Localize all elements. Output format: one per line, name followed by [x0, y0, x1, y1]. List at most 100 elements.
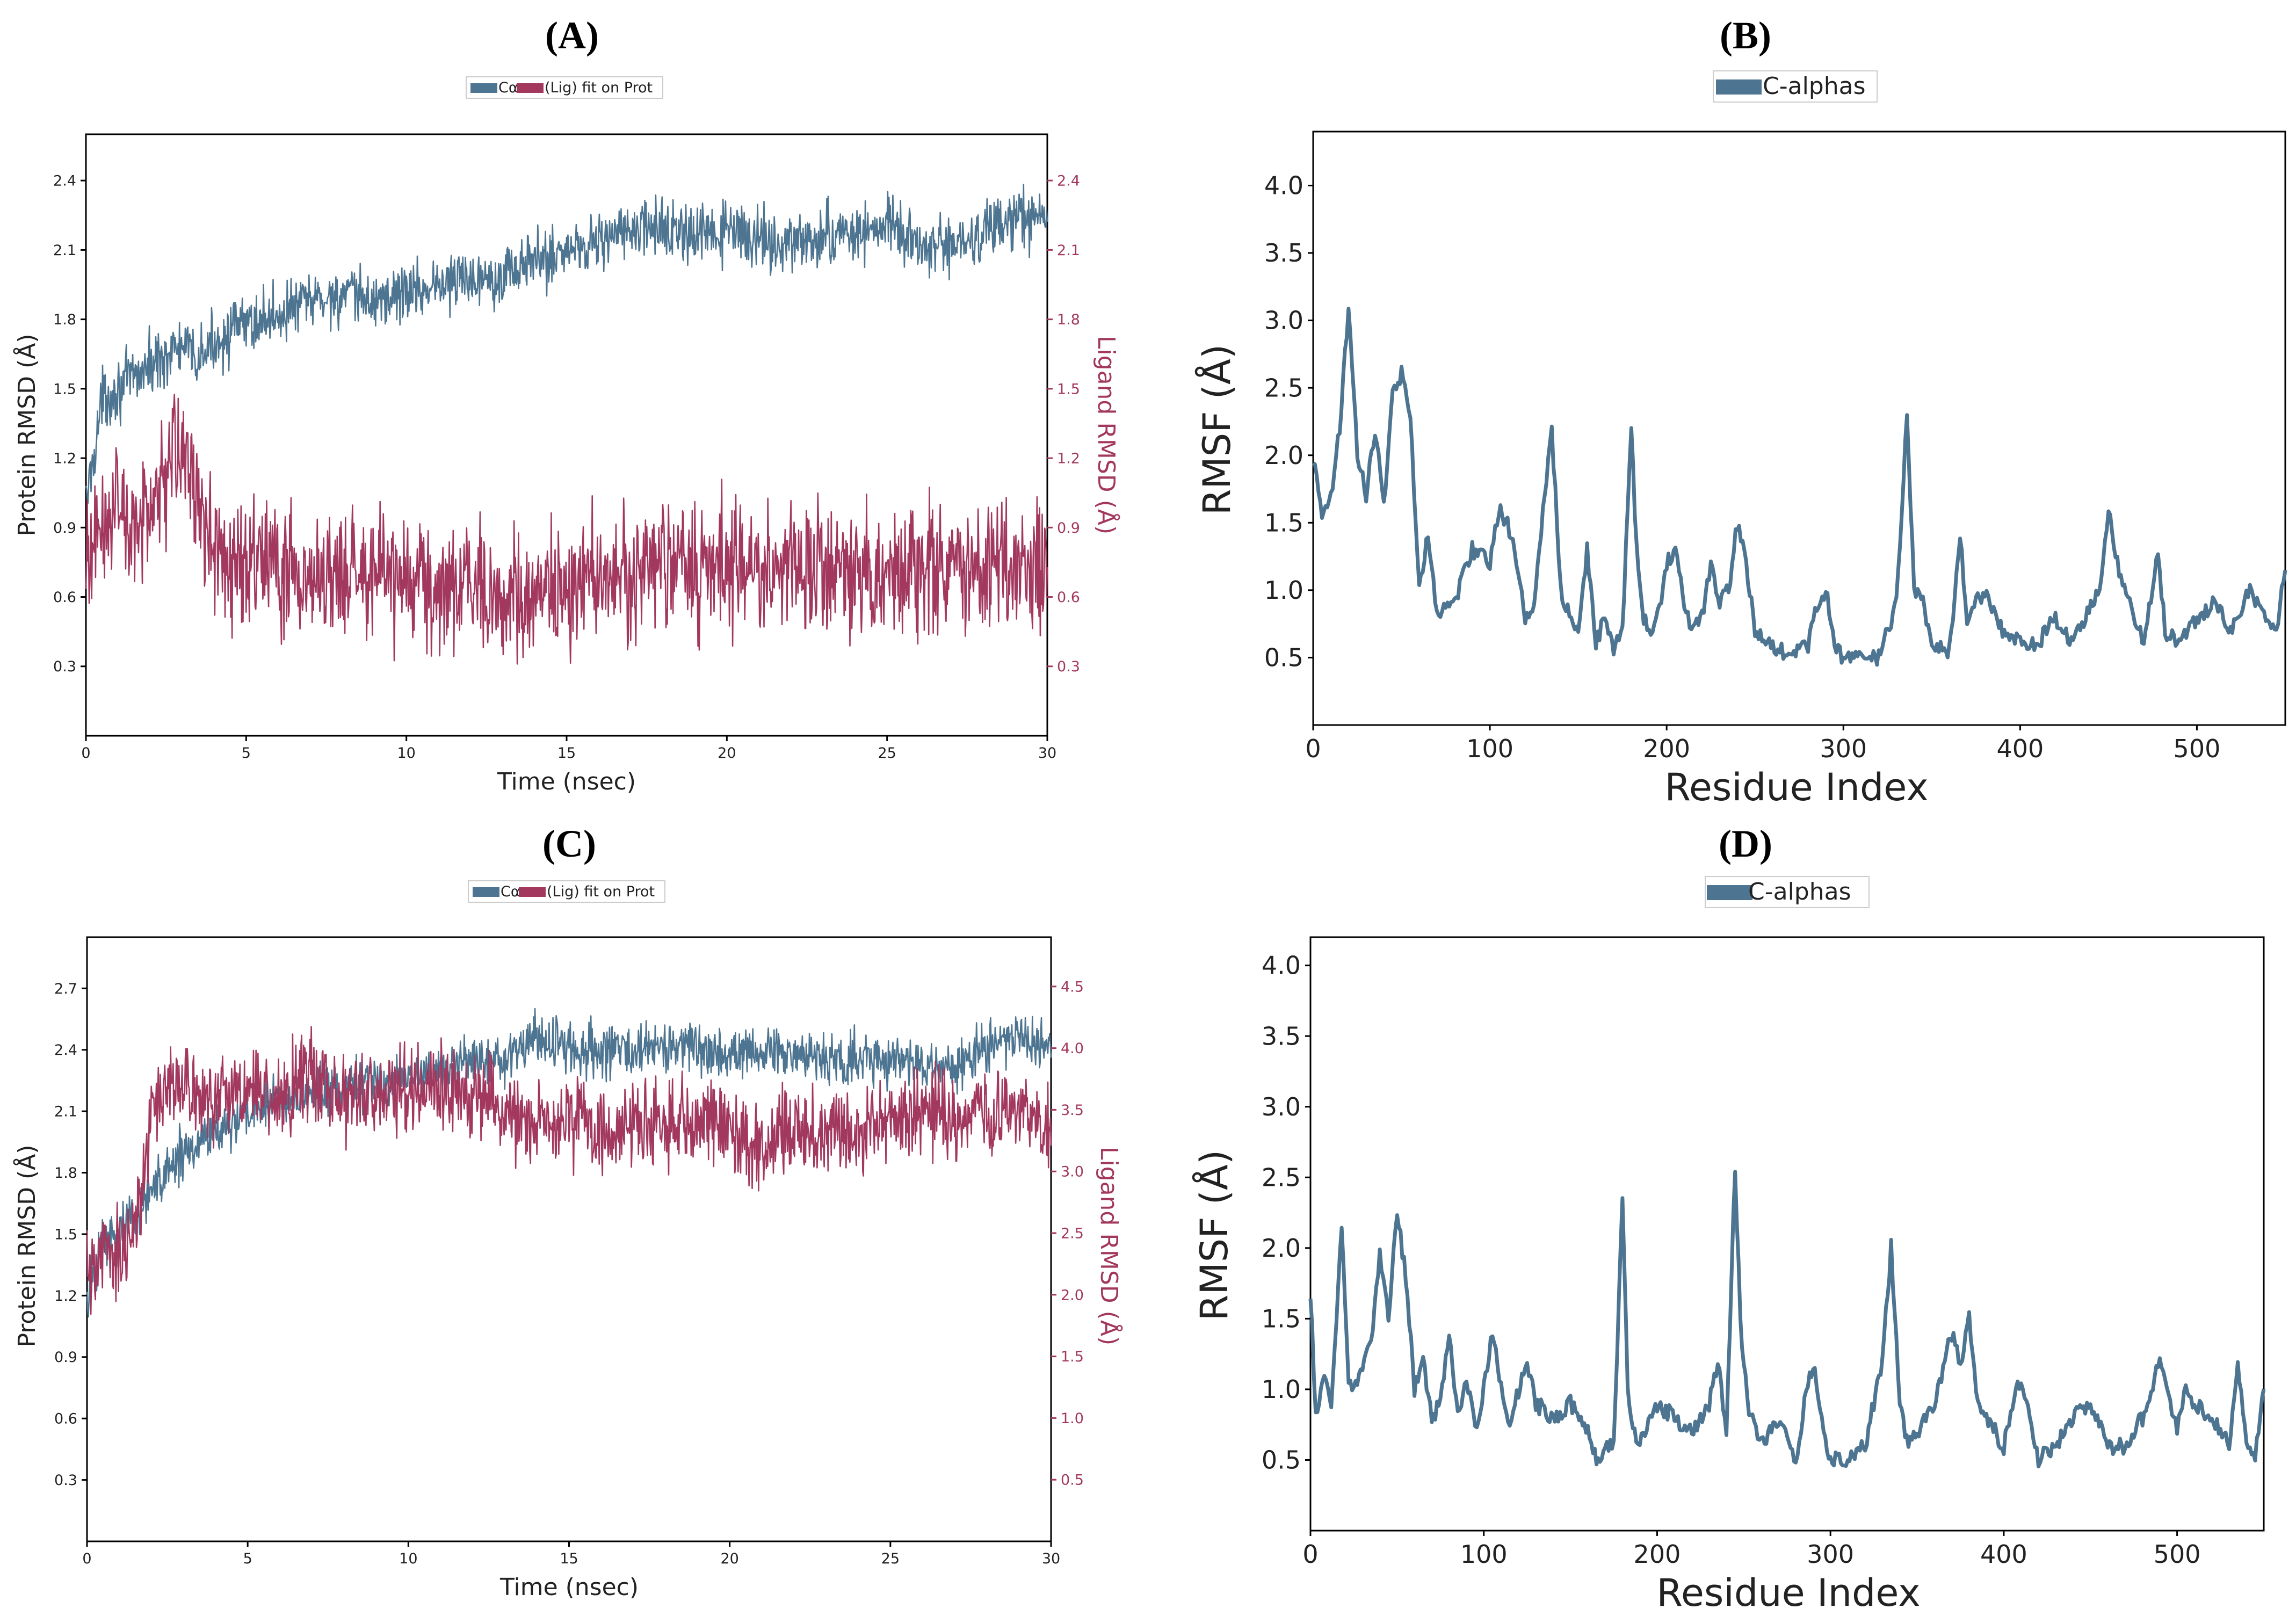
x-tick-label: 0	[81, 745, 90, 762]
panel-c-label: (C)	[542, 822, 596, 865]
panel-a-label: (A)	[545, 14, 599, 57]
y-tick-label: 1.5	[54, 1226, 77, 1243]
y2-tick-label: 1.8	[1057, 311, 1080, 328]
y-tick-label: 1.8	[53, 311, 76, 328]
legend-label-ligand: (Lig) fit on Prot	[545, 79, 653, 96]
panel-b-y-axis-title: RMSF (Å)	[1195, 344, 1239, 516]
series-line-protein	[86, 1008, 1052, 1318]
y-tick-label: 3.0	[1262, 1092, 1301, 1121]
panel-c-ticks: 0 5 10 15 20 25 30 0.3 0.6 0.9 1.2 1.5 1.8 2.1 2.4 2.7 0…	[54, 979, 1084, 1567]
series-line-ligand	[85, 394, 1048, 665]
panel-d: (D) 0 100 200 300 400 500 0.5 1.0 1.5 2.0 2.5 3.0 3.…	[1192, 822, 2266, 1615]
series-line-protein	[85, 184, 1048, 504]
legend-swatch-protein	[470, 83, 497, 93]
y-tick-label: 1.8	[54, 1165, 77, 1182]
x-tick-label: 30	[1038, 745, 1056, 762]
y-tick-label: 2.4	[54, 1042, 77, 1059]
legend-swatch-protein	[473, 887, 499, 897]
panel-d-marks	[1308, 1170, 2266, 1468]
legend-label-calphas: C-alphas	[1763, 73, 1866, 100]
panel-b: (B) 0 100 200 300 400 500 0.5 1.0 1.5 2.0 2.5 3.0 3.…	[1195, 14, 2287, 809]
y-tick-label: 0.3	[53, 658, 76, 675]
series-line-protein	[1312, 307, 2287, 667]
y-tick-label: 3.5	[1262, 1021, 1301, 1050]
x-tick-label: 15	[560, 1550, 578, 1567]
legend-label-protein: Cα	[498, 79, 518, 96]
y-tick-label: 4.0	[1264, 171, 1303, 200]
legend-frame	[466, 76, 663, 99]
y2-tick-label: 0.5	[1061, 1472, 1084, 1489]
panel-a-marks	[85, 184, 1048, 665]
panel-b-x-axis-title: Residue Index	[1664, 765, 1928, 809]
x-tick-label: 20	[720, 1550, 738, 1567]
x-tick-label: 0	[82, 1550, 91, 1567]
panel-a-ticks: 0 5 10 15 20 25 30 0.3 0.6 0.9 1.2 1.5 1.8 2.1 2.4 0.3 0…	[53, 173, 1080, 762]
y-tick-label: 0.9	[54, 1349, 77, 1366]
y2-tick-label: 0.9	[1057, 520, 1080, 537]
y-tick-label: 1.5	[1262, 1304, 1301, 1333]
x-tick-label: 10	[399, 1550, 417, 1567]
y-tick-label: 0.6	[54, 1411, 77, 1428]
y2-tick-label: 4.0	[1061, 1040, 1084, 1057]
y-tick-label: 3.5	[1264, 238, 1303, 267]
x-tick-label: 300	[1807, 1540, 1854, 1569]
panel-d-label: (D)	[1719, 822, 1772, 865]
panel-a-y-axis-title: Protein RMSD (Å)	[12, 334, 41, 537]
panel-c: (C) 0 5 10 15 20 25 30 0.3 0.6 0.9 1.2 1.5 1.8 2.1 2.4…	[12, 822, 1124, 1601]
y2-tick-label: 1.0	[1061, 1410, 1084, 1427]
panel-c-y2-axis-title: Ligand RMSD (Å)	[1095, 1147, 1124, 1345]
x-tick-label: 400	[1996, 734, 2044, 763]
y2-tick-label: 4.5	[1061, 979, 1084, 995]
panel-c-legend: Cα (Lig) fit on Prot	[468, 880, 665, 903]
legend-swatch-ligand	[519, 887, 546, 897]
y-tick-label: 1.5	[53, 381, 76, 397]
y-tick-label: 1.2	[53, 451, 76, 467]
y-tick-label: 2.5	[1262, 1163, 1301, 1192]
panel-b-ticks: 0 100 200 300 400 500 0.5 1.0 1.5 2.0 2.5 3.0 3.5 4.0	[1264, 171, 2221, 763]
x-tick-label: 10	[397, 745, 415, 762]
y2-tick-label: 1.5	[1057, 381, 1080, 397]
y2-tick-label: 1.2	[1057, 451, 1080, 467]
y-tick-label: 2.7	[54, 981, 77, 997]
legend-frame	[468, 880, 665, 903]
legend-label-calphas: C-alphas	[1748, 878, 1851, 905]
y-tick-label: 0.5	[1264, 643, 1303, 672]
y-tick-label: 1.0	[1262, 1375, 1301, 1404]
y-tick-label: 3.0	[1264, 306, 1303, 335]
panel-a-x-axis-title: Time (nsec)	[497, 768, 636, 795]
panel-b-legend: C-alphas	[1713, 70, 1878, 103]
panel-c-plot-frame	[86, 936, 1052, 1542]
x-tick-label: 200	[1643, 734, 1690, 763]
panel-d-x-axis-title: Residue Index	[1656, 1571, 1920, 1615]
y-tick-label: 2.1	[53, 242, 76, 259]
x-tick-label: 20	[718, 745, 736, 762]
y-tick-label: 2.4	[53, 173, 76, 190]
y-tick-label: 2.1	[54, 1104, 77, 1120]
x-tick-label: 5	[242, 745, 251, 762]
y2-tick-label: 2.4	[1057, 173, 1080, 190]
legend-label-ligand: (Lig) fit on Prot	[547, 883, 655, 900]
x-tick-label: 15	[557, 745, 576, 762]
panel-a-legend: Cα (Lig) fit on Prot	[466, 76, 663, 99]
panel-b-label: (B)	[1720, 14, 1771, 57]
y2-tick-label: 1.5	[1061, 1349, 1084, 1365]
panel-d-ticks: 0 100 200 300 400 500 0.5 1.0 1.5 2.0 2.5 3.0 3.5 4.0	[1262, 951, 2201, 1569]
panel-d-legend: C-alphas	[1705, 876, 1870, 908]
panel-c-y-axis-title: Protein RMSD (Å)	[12, 1145, 41, 1347]
x-tick-label: 100	[1466, 734, 1513, 763]
x-tick-label: 25	[881, 1550, 900, 1567]
series-line-ligand	[86, 1026, 1052, 1315]
y-tick-label: 2.0	[1264, 441, 1303, 470]
x-tick-label: 200	[1634, 1540, 1681, 1569]
x-tick-label: 0	[1302, 1540, 1318, 1569]
legend-swatch-calphas	[1716, 79, 1762, 95]
x-tick-label: 100	[1460, 1540, 1508, 1569]
y-tick-label: 0.6	[53, 589, 76, 606]
panel-d-y-axis-title: RMSF (Å)	[1192, 1150, 1236, 1321]
y-tick-label: 0.9	[53, 520, 76, 537]
x-tick-label: 500	[2154, 1540, 2201, 1569]
y-tick-label: 1.5	[1264, 508, 1303, 537]
x-tick-label: 500	[2174, 734, 2221, 763]
panel-c-marks	[86, 1008, 1052, 1318]
